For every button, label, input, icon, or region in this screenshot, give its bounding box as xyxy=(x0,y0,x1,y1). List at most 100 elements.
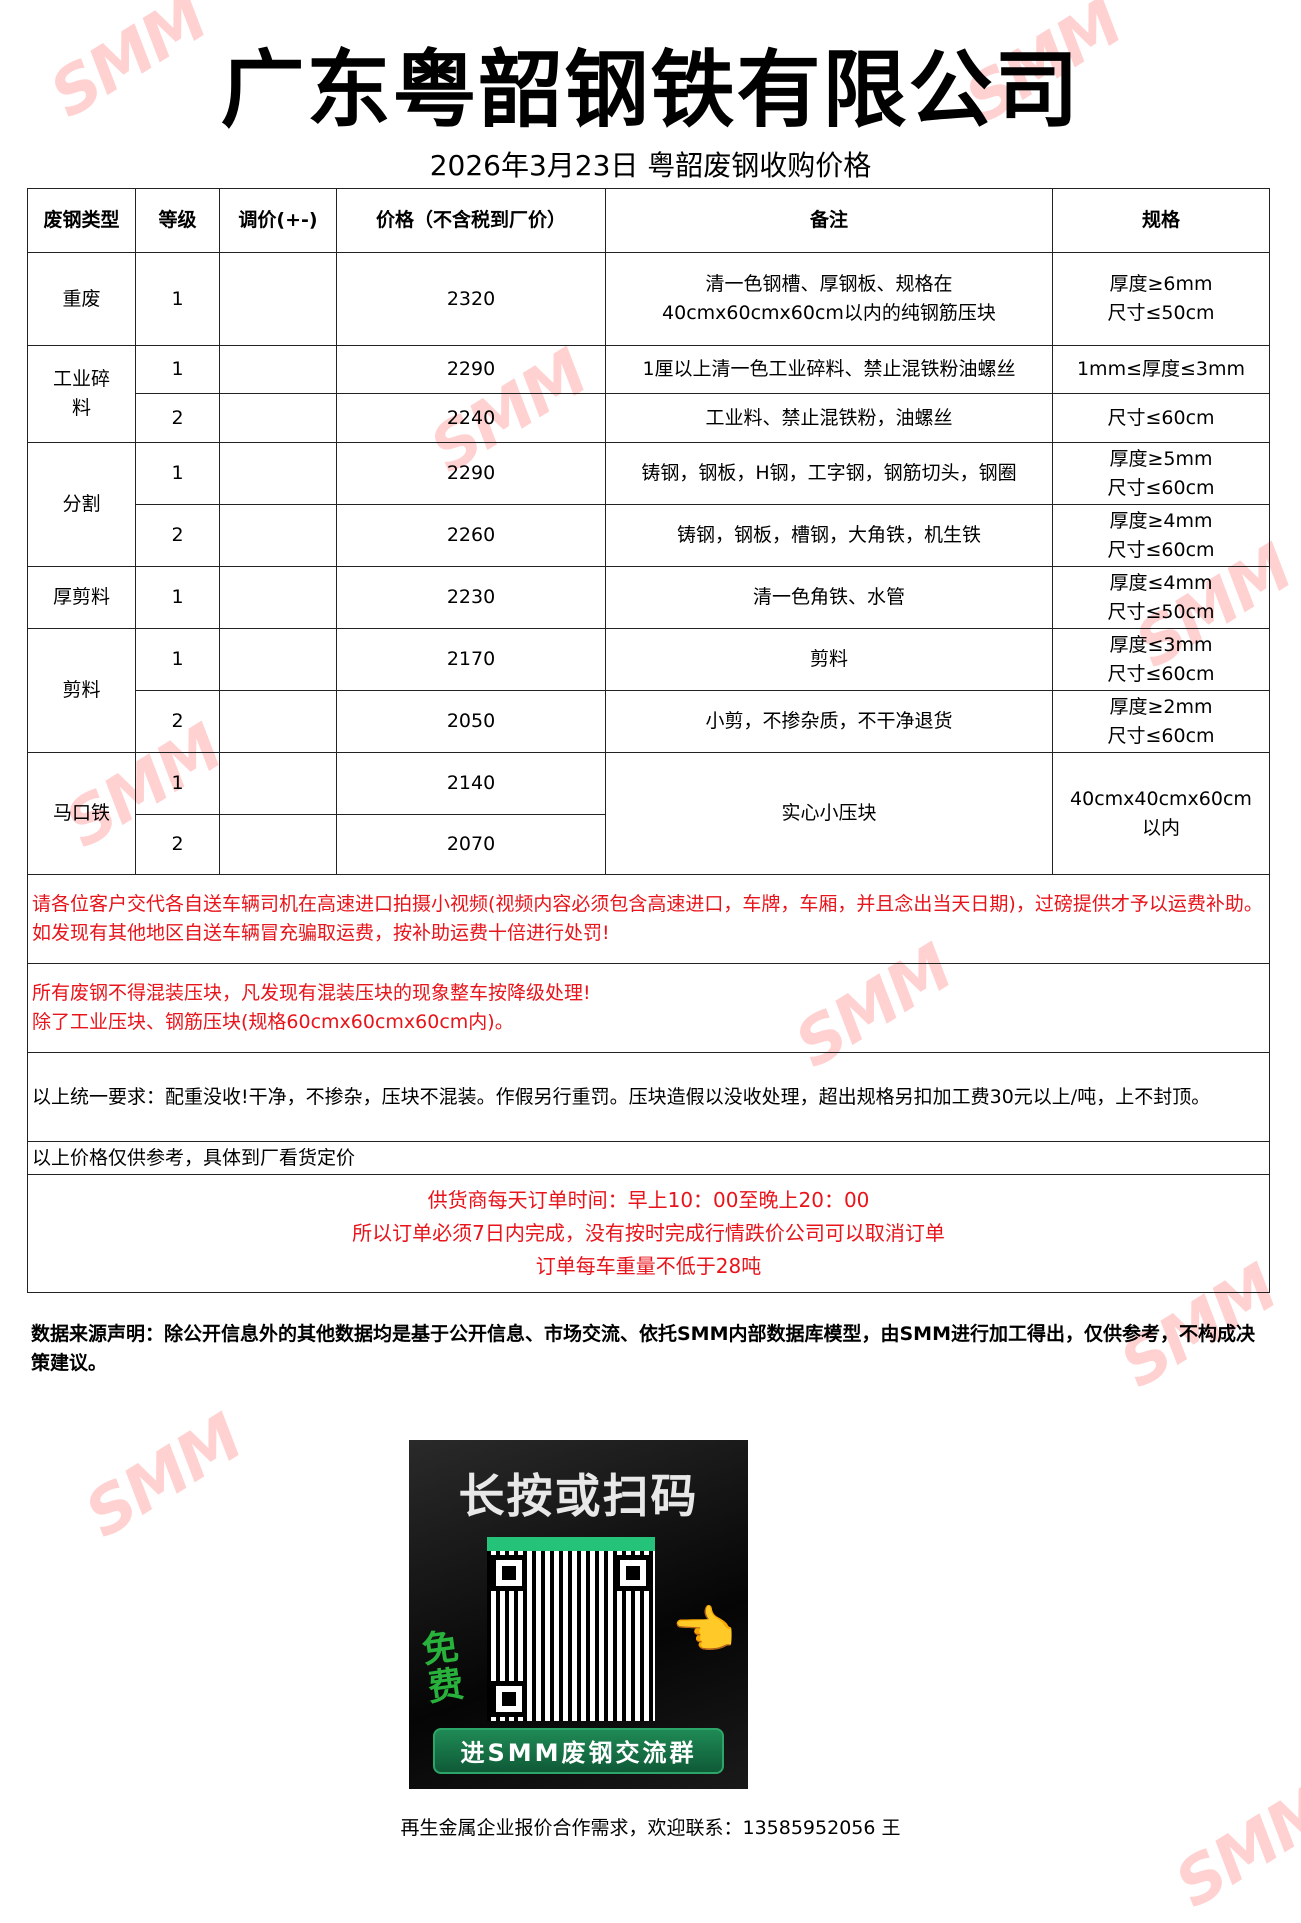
notice-row: 供货商每天订单时间：早上10：00至晚上20：00 所以订单必须7日内完成，没有… xyxy=(27,1174,1270,1293)
grade-cell: 2 xyxy=(135,393,220,443)
price-cell: 2320 xyxy=(336,252,606,346)
spec-line: 尺寸≤60cm xyxy=(1107,406,1215,429)
note-cell: 小剪，不掺杂质，不干净退货 xyxy=(605,690,1053,753)
note-cell: 实心小压块 xyxy=(605,752,1053,875)
spec-cell: 厚度≤4mm 尺寸≤50cm xyxy=(1052,566,1270,629)
notice-row: 所有废钢不得混装压块，凡发现有混装压块的现象整车按降级处理! 除了工业压块、钢筋压… xyxy=(27,963,1270,1053)
order-line: 订单每车重量不低于28吨 xyxy=(535,1254,762,1278)
price-cell: 2240 xyxy=(336,393,606,443)
spec-line: 厚度≥5mm xyxy=(1109,447,1213,470)
grade-cell: 2 xyxy=(135,814,220,875)
table-row: 剪料 1 2170 剪料 厚度≤3mm 尺寸≤60cm xyxy=(27,628,1270,753)
notice-row: 以上统一要求：配重没收!干净，不掺杂，压块不混装。作假另行重罚。压块造假以没收处… xyxy=(27,1052,1270,1142)
spec-cell: 厚度≥5mm 尺寸≤60cm xyxy=(1052,442,1270,505)
column-header: 价格（不含税到厂价） xyxy=(336,188,606,253)
note-cell: 工业料、禁止混铁粉，油螺丝 xyxy=(605,393,1053,443)
watermark: SMM xyxy=(73,1401,255,1553)
mixing-line: 除了工业压块、钢筋压块(规格60cmx60cmx60cm内)。 xyxy=(32,1011,514,1033)
notice-row: 以上价格仅供参考，具体到厂看货定价 xyxy=(27,1141,1270,1175)
transport-notice: 请各位客户交代各自送车辆司机在高速进口拍摄小视频(视频内容必须包含高速进口，车牌… xyxy=(27,874,1270,964)
mixing-notice: 所有废钢不得混装压块，凡发现有混装压块的现象整车按降级处理! 除了工业压块、钢筋压… xyxy=(27,963,1270,1053)
qr-finder-icon xyxy=(491,1555,527,1591)
adjust-cell xyxy=(219,393,337,443)
price-cell: 2230 xyxy=(336,566,606,629)
table-row: 2 2240 工业料、禁止混铁粉，油螺丝 尺寸≤60cm xyxy=(28,393,1270,443)
spec-cell: 厚度≥2mm 尺寸≤60cm xyxy=(1052,690,1270,753)
join-group-button[interactable]: 进SMM废钢交流群 xyxy=(433,1728,724,1774)
adjust-cell xyxy=(219,566,337,629)
spec-line: 厚度≥6mm xyxy=(1109,273,1213,295)
price-cell: 2170 xyxy=(336,628,606,691)
spec-cell: 厚度≥4mm 尺寸≤60cm xyxy=(1052,504,1270,567)
spec-line: 40cmx40cmx60cm xyxy=(1070,787,1252,810)
grade-cell: 1 xyxy=(135,252,220,346)
grade-cell: 1 xyxy=(135,442,220,505)
spec-line: 1mm≤厚度≤3mm xyxy=(1076,358,1246,380)
column-header: 废钢类型 xyxy=(27,188,136,253)
table-header-row: 废钢类型 等级 调价(+-) 价格（不含税到厂价） 备注 规格 xyxy=(27,188,1270,253)
spec-line: 尺寸≤60cm xyxy=(1107,724,1215,747)
price-cell: 2140 xyxy=(336,752,606,815)
order-line: 供货商每天订单时间：早上10：00至晚上20：00 xyxy=(427,1188,870,1212)
spec-cell: 40cmx40cmx60cm 以内 xyxy=(1052,752,1270,875)
spec-line: 厚度≥2mm xyxy=(1109,695,1213,718)
order-line: 所以订单必须7日内完成，没有按时完成行情跌价公司可以取消订单 xyxy=(352,1221,945,1245)
spec-line: 以内 xyxy=(1141,816,1180,839)
qr-heading: 长按或扫码 xyxy=(458,1469,699,1523)
spec-line: 尺寸≤50cm xyxy=(1107,600,1215,623)
table-row: 厚剪料 1 2230 清一色角铁、水管 厚度≤4mm 尺寸≤50cm xyxy=(27,566,1270,629)
price-cell: 2050 xyxy=(336,690,606,753)
table-row: 工业碎料 1 2290 1厘以上清一色工业碎料、禁止混铁粉油螺丝 1mm≤厚度≤… xyxy=(27,345,1270,443)
adjust-cell xyxy=(219,345,337,394)
spec-cell: 1mm≤厚度≤3mm xyxy=(1052,345,1270,394)
adjust-cell xyxy=(219,252,337,346)
spec-line: 厚度≤3mm xyxy=(1109,633,1213,656)
price-cell: 2070 xyxy=(336,814,606,875)
spec-cell: 厚度≤3mm 尺寸≤60cm xyxy=(1052,628,1270,691)
pointing-hand-icon: 👈 xyxy=(671,1601,736,1661)
adjust-cell xyxy=(219,814,337,875)
spec-line: 尺寸≤60cm xyxy=(1107,662,1215,685)
qr-code-image[interactable] xyxy=(487,1537,655,1721)
spec-line: 厚度≤4mm xyxy=(1109,571,1213,594)
order-notice: 供货商每天订单时间：早上10：00至晚上20：00 所以订单必须7日内完成，没有… xyxy=(27,1174,1270,1293)
type-cell: 分割 xyxy=(27,442,136,567)
note-cell: 铸钢，钢板，槽钢，大角铁，机生铁 xyxy=(605,504,1053,567)
spec-line: 尺寸≤60cm xyxy=(1107,538,1215,561)
price-cell: 2290 xyxy=(336,345,606,394)
mixing-line: 所有废钢不得混装压块，凡发现有混装压块的现象整车按降级处理! xyxy=(32,982,591,1004)
note-cell: 铸钢，钢板，H钢，工字钢，钢筋切头，钢圈 xyxy=(605,442,1053,505)
page-title: 广东粤韶钢铁有限公司 xyxy=(220,41,1081,139)
adjust-cell xyxy=(219,752,337,815)
qr-code-banner[interactable]: 长按或扫码 免费 👈 进SMM废钢交流群 xyxy=(409,1440,748,1789)
type-cell: 厚剪料 xyxy=(27,566,136,629)
table-row: 分割 1 2290 铸钢，钢板，H钢，工字钢，钢筋切头，钢圈 厚度≥5mm 尺寸≤… xyxy=(27,442,1270,567)
note-cell: 清一色角铁、水管 xyxy=(605,566,1053,629)
spec-cell: 厚度≥6mm 尺寸≤50cm xyxy=(1052,252,1270,346)
adjust-cell xyxy=(219,690,337,753)
column-header: 规格 xyxy=(1052,188,1270,253)
spec-line: 尺寸≤60cm xyxy=(1107,476,1215,499)
qr-finder-icon xyxy=(615,1555,651,1591)
adjust-cell xyxy=(219,628,337,691)
reference-notice: 以上价格仅供参考，具体到厂看货定价 xyxy=(27,1141,1270,1175)
price-table: 废钢类型 等级 调价(+-) 价格（不含税到厂价） 备注 规格 重废 1 232… xyxy=(27,188,1270,1293)
note-cell: 剪料 xyxy=(605,628,1053,691)
price-cell: 2290 xyxy=(336,442,606,505)
column-header: 等级 xyxy=(135,188,220,253)
contact-info: 再生金属企业报价合作需求，欢迎联系：13585952056 王 xyxy=(400,1817,901,1839)
note-cell: 清一色钢槽、厚钢板、规格在40cmx60cmx60cm以内的纯钢筋压块 xyxy=(605,252,1053,346)
free-label: 免费 xyxy=(419,1626,467,1710)
grade-cell: 1 xyxy=(135,752,220,815)
grade-cell: 1 xyxy=(135,566,220,629)
watermark: SMM xyxy=(1163,1771,1301,1923)
qr-finder-icon xyxy=(491,1681,527,1717)
page-subtitle: 2026年3月23日 粤韶废钢收购价格 xyxy=(429,149,872,182)
grade-cell: 1 xyxy=(135,345,220,394)
price-cell: 2260 xyxy=(336,504,606,567)
adjust-cell xyxy=(219,504,337,567)
table-row: 马口铁 1 2140 实心小压块 40cmx40cmx60cm 以内 xyxy=(27,752,1270,875)
spec-line: 厚度≥4mm xyxy=(1109,509,1213,532)
grade-cell: 2 xyxy=(135,504,220,567)
grade-cell: 1 xyxy=(135,628,220,691)
